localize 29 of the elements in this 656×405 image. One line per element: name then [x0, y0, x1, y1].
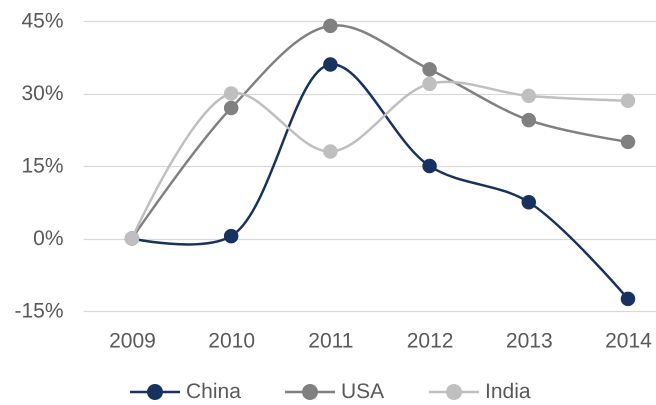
point	[422, 62, 437, 77]
point	[620, 292, 636, 306]
point	[323, 18, 338, 34]
x-tick-label: 2010	[208, 330, 256, 352]
point	[323, 57, 338, 72]
x-tick-label: 2009	[109, 330, 156, 352]
point	[224, 228, 238, 244]
legend-label: India	[485, 380, 531, 403]
x-tick-label: 2012	[406, 330, 454, 352]
y-tick-label: 0%	[33, 227, 64, 250]
x-tick-label: 2014	[605, 330, 652, 352]
point	[620, 94, 636, 108]
point	[422, 76, 437, 92]
point	[620, 134, 636, 150]
y-tick-label: -15%	[14, 300, 64, 322]
x-tick-label: 2011	[308, 330, 354, 352]
y-tick-label: 15%	[21, 154, 64, 178]
x-tick-label: 2013	[506, 330, 553, 352]
point	[323, 144, 338, 159]
y-tick-label: 30%	[21, 82, 64, 105]
point	[224, 86, 238, 101]
legend-label: USA	[341, 380, 384, 403]
point	[422, 158, 437, 174]
y-tick-label: 45%	[21, 10, 64, 32]
point	[522, 88, 536, 104]
legend-label: China	[186, 380, 242, 403]
point	[224, 100, 238, 116]
point	[522, 112, 536, 128]
point	[522, 195, 536, 210]
